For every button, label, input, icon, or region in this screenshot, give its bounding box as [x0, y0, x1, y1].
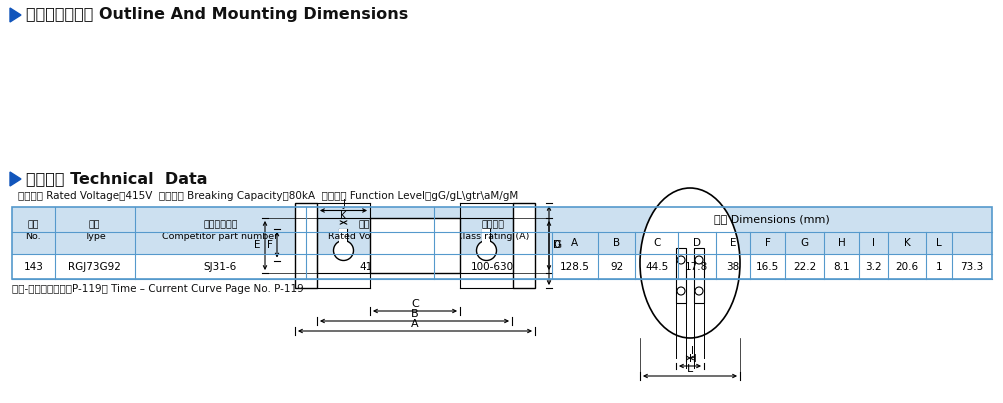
Text: B: B: [613, 238, 620, 248]
Text: SJ31-6: SJ31-6: [204, 262, 237, 272]
Text: D: D: [692, 238, 700, 248]
Text: 38: 38: [725, 262, 739, 272]
Ellipse shape: [639, 188, 739, 338]
Text: 143: 143: [23, 262, 43, 272]
Text: 序号
No.: 序号 No.: [25, 220, 41, 241]
Text: 额定电压 Rated Voltage：415V  分断能力 Breaking Capacity：80kA  功能等级 Function Level：gG/gL\: 额定电压 Rated Voltage：415V 分断能力 Breaking Ca…: [18, 191, 518, 201]
Text: 44.5: 44.5: [644, 262, 668, 272]
Circle shape: [476, 241, 496, 260]
Text: L: L: [935, 238, 941, 248]
Text: 128.5: 128.5: [559, 262, 589, 272]
Text: K: K: [903, 238, 910, 248]
Text: RGJ73G92: RGJ73G92: [68, 262, 121, 272]
Text: E: E: [254, 241, 261, 251]
Text: 16.5: 16.5: [755, 262, 778, 272]
Text: 额定电压
Rated Voltage (V): 额定电压 Rated Voltage (V): [328, 220, 411, 241]
Text: 20.6: 20.6: [895, 262, 918, 272]
Bar: [12, 232, 991, 254]
Text: B: B: [410, 309, 418, 319]
Text: 同类产品型号
Competitor part number: 同类产品型号 Competitor part number: [162, 220, 278, 241]
Text: C: C: [410, 299, 418, 309]
Text: C: C: [652, 238, 660, 248]
Bar: [295, 203, 317, 288]
Text: 型号
Type: 型号 Type: [83, 220, 105, 241]
Text: G: G: [800, 238, 808, 248]
Bar: [12, 207, 991, 232]
Text: 415: 415: [359, 262, 379, 272]
Text: 8.1: 8.1: [832, 262, 849, 272]
Text: K: K: [340, 211, 346, 221]
Circle shape: [333, 241, 353, 260]
Text: 3.2: 3.2: [865, 262, 881, 272]
Bar: [12, 207, 991, 279]
Text: 技术参数 Technical  Data: 技术参数 Technical Data: [26, 172, 208, 187]
Text: 时间-电流特性曲线见P-119页 Time – Current Curve Page No. P-119: 时间-电流特性曲线见P-119页 Time – Current Curve Pa…: [12, 284, 304, 294]
Text: 100-630: 100-630: [470, 262, 514, 272]
Text: A: A: [571, 238, 578, 248]
Polygon shape: [10, 8, 21, 22]
Text: 92: 92: [609, 262, 623, 272]
Bar: [12, 254, 991, 279]
Text: H: H: [837, 238, 845, 248]
Bar: [693, 248, 703, 303]
Bar: [370, 218, 459, 273]
Text: 1: 1: [935, 262, 941, 272]
Text: A: A: [411, 319, 418, 329]
Circle shape: [694, 287, 702, 295]
Text: 尺寸 Dimensions (mm): 尺寸 Dimensions (mm): [713, 214, 828, 224]
Polygon shape: [10, 172, 21, 186]
Text: G: G: [553, 241, 561, 251]
Bar: [339, 229, 347, 251]
Circle shape: [676, 256, 684, 264]
Circle shape: [676, 287, 684, 295]
Text: E: E: [729, 238, 735, 248]
Text: I: I: [871, 238, 874, 248]
Text: 17.8: 17.8: [684, 262, 708, 272]
Text: I: I: [691, 346, 694, 356]
Bar: [675, 248, 685, 303]
Text: H: H: [688, 354, 696, 364]
Text: 73.3: 73.3: [959, 262, 983, 272]
Text: F: F: [764, 238, 770, 248]
Text: 22.2: 22.2: [792, 262, 815, 272]
Circle shape: [694, 256, 702, 264]
Text: D: D: [553, 241, 561, 251]
Bar: [482, 229, 490, 251]
Text: 电流等级
Class rating (A): 电流等级 Class rating (A): [455, 220, 529, 241]
Text: J: J: [342, 199, 345, 209]
Bar: [513, 203, 535, 288]
Text: F: F: [267, 239, 273, 249]
Text: 外形及安装尺寸 Outline And Mounting Dimensions: 外形及安装尺寸 Outline And Mounting Dimensions: [26, 8, 408, 23]
Text: L: L: [686, 364, 692, 374]
